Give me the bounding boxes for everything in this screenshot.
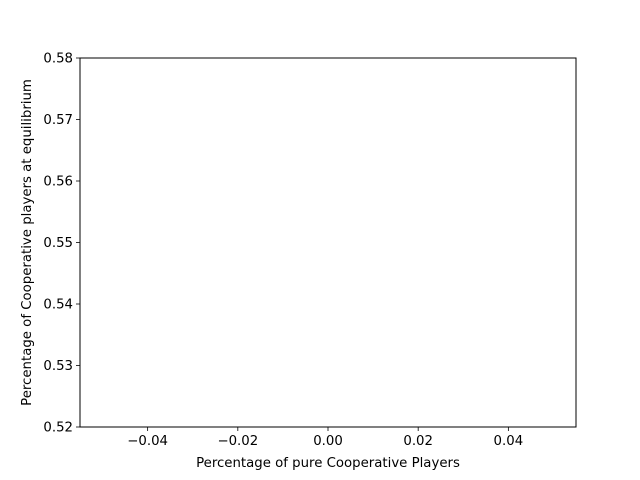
y-tick-label: 0.55 — [43, 236, 73, 251]
x-axis-ticks: −0.04 −0.02 0.00 0.02 0.04 — [127, 427, 523, 449]
y-tick-label: 0.52 — [43, 421, 73, 436]
x-axis-label: Percentage of pure Cooperative Players — [196, 456, 460, 471]
x-tick-label: 0.02 — [403, 434, 433, 449]
x-tick-label: 0.00 — [313, 434, 343, 449]
y-tick-label: 0.53 — [43, 359, 73, 374]
y-axis-ticks: 0.52 0.53 0.54 0.55 0.56 0.57 0.58 — [43, 52, 80, 436]
y-tick-label: 0.58 — [43, 52, 73, 67]
x-tick-label: −0.04 — [127, 434, 168, 449]
y-tick-label: 0.56 — [43, 175, 73, 190]
plot-area — [80, 58, 576, 427]
x-tick-label: 0.04 — [494, 434, 524, 449]
y-tick-label: 0.54 — [43, 298, 73, 313]
y-axis-label: Percentage of Cooperative players at equ… — [20, 79, 35, 406]
y-tick-label: 0.57 — [43, 113, 73, 128]
x-tick-label: −0.02 — [217, 434, 258, 449]
